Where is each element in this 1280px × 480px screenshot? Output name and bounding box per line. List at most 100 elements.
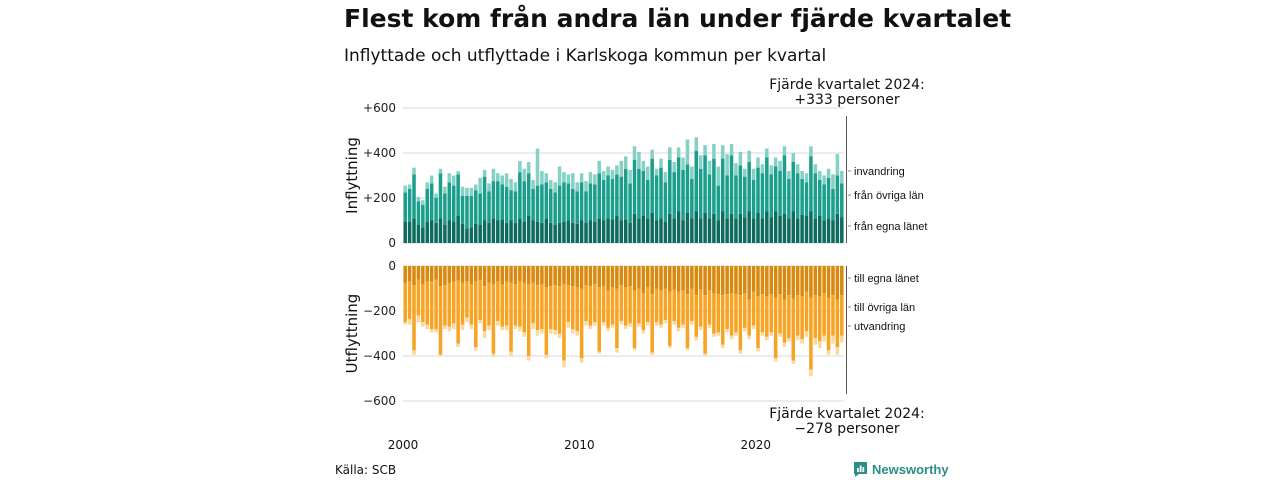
- bar-outflow: [456, 344, 460, 347]
- source-note: Källa: SCB: [335, 463, 396, 477]
- y-tick-label: −600: [363, 394, 396, 408]
- bar-outflow: [725, 329, 729, 332]
- bar-outflow: [606, 266, 610, 291]
- bar-inflow: [796, 173, 800, 218]
- bar-outflow: [417, 316, 421, 323]
- bar-outflow: [725, 294, 729, 329]
- bar-inflow: [695, 137, 699, 151]
- bar-outflow: [677, 292, 681, 328]
- bar-outflow: [827, 350, 831, 355]
- bar-inflow: [659, 159, 663, 168]
- bar-inflow: [664, 182, 668, 221]
- bar-inflow: [681, 221, 685, 244]
- annotation-inflow-line2: +333 personer: [794, 92, 900, 108]
- bar-inflow: [739, 152, 743, 166]
- bar-outflow: [461, 325, 465, 331]
- bar-outflow: [747, 266, 751, 300]
- bar-inflow: [536, 149, 540, 186]
- bar-outflow: [509, 266, 513, 283]
- bar-outflow: [712, 293, 716, 334]
- bar-outflow: [593, 266, 597, 284]
- bar-outflow: [686, 266, 690, 294]
- bar-outflow: [756, 296, 760, 348]
- bar-outflow: [430, 282, 434, 329]
- bar-outflow: [575, 266, 579, 287]
- bar-outflow: [774, 358, 778, 361]
- bar-outflow: [417, 280, 421, 316]
- bar-inflow: [483, 177, 487, 221]
- bar-outflow: [443, 326, 447, 329]
- bar-inflow: [456, 171, 460, 174]
- bar-inflow: [584, 191, 588, 223]
- bar-inflow: [425, 222, 429, 243]
- bar-inflow: [470, 188, 474, 196]
- bar-inflow: [739, 214, 743, 243]
- bar-outflow: [818, 266, 822, 296]
- bar-outflow: [593, 322, 597, 325]
- y-tick-label: 0: [388, 236, 396, 250]
- bar-inflow: [518, 161, 522, 172]
- bar-inflow: [553, 182, 557, 192]
- bar-outflow: [562, 361, 566, 368]
- bar-inflow: [752, 180, 756, 218]
- bar-inflow: [430, 183, 434, 220]
- bar-inflow: [509, 221, 513, 244]
- bar-outflow: [809, 298, 813, 370]
- bar-outflow: [518, 327, 522, 332]
- bar-inflow: [478, 194, 482, 226]
- bar-inflow: [611, 170, 615, 179]
- bar-inflow: [668, 160, 672, 214]
- bar-inflow: [743, 217, 747, 243]
- bar-outflow: [562, 266, 566, 284]
- bar-inflow: [840, 171, 844, 183]
- bar-inflow: [818, 180, 822, 216]
- bar-inflow: [783, 214, 787, 243]
- bar-outflow: [500, 327, 504, 330]
- bar-outflow: [509, 352, 513, 357]
- bar-outflow: [540, 266, 544, 284]
- bar-inflow: [796, 164, 800, 173]
- bar-outflow: [478, 266, 482, 280]
- bar-outflow: [492, 284, 496, 354]
- bar-inflow: [792, 153, 796, 162]
- bar-outflow: [470, 284, 474, 325]
- bar-outflow: [765, 337, 769, 340]
- bar-inflow: [615, 165, 619, 174]
- bar-inflow: [584, 223, 588, 243]
- bar-outflow: [818, 296, 822, 341]
- bar-inflow: [642, 161, 646, 171]
- bar-outflow: [633, 348, 637, 350]
- bar-inflow: [474, 190, 478, 224]
- bar-outflow: [452, 266, 456, 282]
- bar-inflow: [756, 213, 760, 243]
- bar-inflow: [580, 182, 584, 220]
- bar-inflow: [443, 225, 447, 243]
- bar-inflow: [765, 149, 769, 158]
- bar-inflow: [703, 155, 707, 212]
- bar-outflow: [672, 290, 676, 322]
- bar-inflow: [606, 167, 610, 176]
- bar-inflow: [769, 165, 773, 174]
- bar-inflow: [412, 218, 416, 243]
- bar-inflow: [514, 182, 518, 191]
- bar-outflow: [403, 266, 407, 283]
- bar-outflow: [783, 266, 787, 300]
- bar-outflow: [739, 266, 743, 295]
- bar-outflow: [809, 266, 813, 298]
- bar-outflow: [814, 266, 818, 295]
- bar-outflow: [774, 298, 778, 359]
- bar-outflow: [545, 287, 549, 355]
- bar-inflow: [470, 196, 474, 228]
- bar-outflow: [421, 284, 425, 322]
- bar-inflow: [593, 222, 597, 243]
- bar-inflow: [637, 152, 641, 169]
- bar-outflow: [695, 337, 699, 340]
- bar-outflow: [514, 284, 518, 326]
- bar-outflow: [628, 266, 632, 286]
- bar-inflow: [650, 150, 654, 159]
- bar-outflow: [434, 329, 438, 332]
- brand-logo[interactable]: Newsworthy: [853, 461, 949, 478]
- bar-outflow: [602, 286, 606, 322]
- bar-outflow: [761, 266, 765, 294]
- bar-outflow: [637, 323, 641, 326]
